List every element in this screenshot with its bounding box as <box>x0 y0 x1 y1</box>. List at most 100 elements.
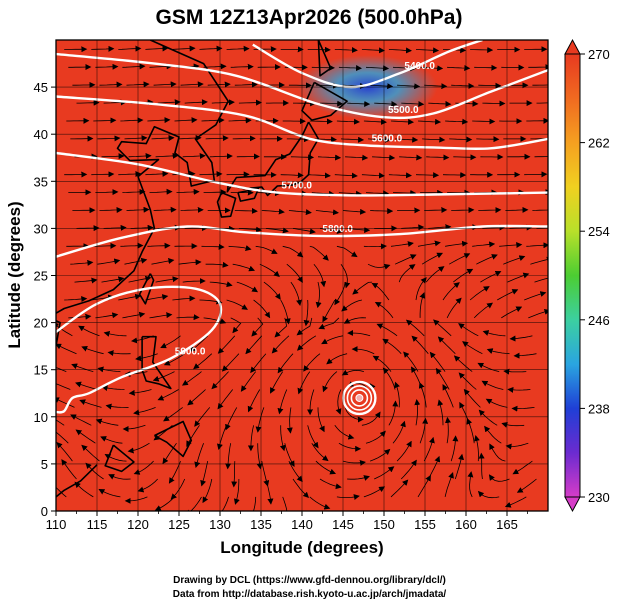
streamline <box>425 266 445 283</box>
streamline <box>472 118 496 125</box>
colorbar: 230 238 246 254 262 270 <box>564 38 610 513</box>
streamline <box>326 353 348 365</box>
streamline <box>365 65 390 72</box>
streamline <box>282 496 288 511</box>
streamline <box>511 405 535 412</box>
y-tick-label: 45 <box>34 80 48 95</box>
streamline <box>336 118 360 125</box>
streamline <box>417 118 442 125</box>
x-tick-label: 115 <box>87 517 108 532</box>
streamline <box>505 442 529 450</box>
streamline <box>423 436 435 462</box>
y-tick-label: 0 <box>41 504 48 519</box>
x-axis-label: Longitude (degrees) <box>220 538 383 557</box>
streamline <box>172 45 196 52</box>
streamline <box>341 299 362 312</box>
contour-label: 5700.0 <box>281 181 312 192</box>
colorbar-max-extension <box>564 38 581 55</box>
x-tick-label: 165 <box>496 517 518 532</box>
y-tick-label: 15 <box>34 363 48 378</box>
plot-area: 5400.0 5500.0 5600.0 5700.0 5800.0 5900.0 <box>56 40 548 511</box>
streamline <box>472 241 496 248</box>
streamline <box>250 353 267 374</box>
streamline <box>341 369 364 376</box>
streamline <box>507 386 531 393</box>
streamline <box>282 245 304 258</box>
streamline <box>307 46 331 53</box>
streamline <box>145 294 169 301</box>
streamline <box>437 336 456 354</box>
streamline <box>226 45 250 52</box>
streamline <box>352 281 373 295</box>
streamline <box>361 411 381 426</box>
streamline <box>256 443 263 470</box>
streamline <box>200 461 209 487</box>
streamline <box>211 99 235 106</box>
streamline <box>451 82 475 89</box>
streamline <box>205 135 229 142</box>
streamline <box>507 272 530 283</box>
streamline <box>336 494 360 500</box>
streamline <box>221 496 229 511</box>
streamline <box>163 407 183 422</box>
streamline <box>153 424 173 441</box>
streamline <box>240 371 257 392</box>
figure-title: GSM 12Z13Apr2026 (500.0hPa) <box>156 6 463 29</box>
streamline <box>445 240 469 247</box>
streamline <box>153 206 177 213</box>
colorbar-ticks: 230 238 246 254 262 270 <box>580 47 610 505</box>
streamline <box>151 258 175 265</box>
streamline <box>238 99 262 106</box>
streamline <box>199 171 223 178</box>
streamline <box>524 171 548 178</box>
streamline <box>70 259 94 266</box>
height-contour <box>56 285 223 414</box>
streamline <box>253 496 257 511</box>
streamline <box>334 282 346 306</box>
streamline <box>485 398 508 408</box>
streamline <box>124 257 148 265</box>
streamline <box>317 154 342 161</box>
streamline <box>284 443 295 467</box>
streamline <box>118 170 142 177</box>
streamline <box>445 118 469 125</box>
y-tick-label: 40 <box>34 127 48 142</box>
streamline <box>174 117 198 124</box>
streamline <box>189 335 208 352</box>
streamline <box>450 435 459 462</box>
streamline <box>463 388 481 408</box>
streamline <box>56 486 67 498</box>
streamline <box>209 281 233 288</box>
streamline <box>414 399 421 426</box>
streamline <box>442 282 460 301</box>
cyclone-vortex <box>342 380 377 416</box>
contour-label: 5800.0 <box>322 224 353 235</box>
streamline <box>428 100 452 107</box>
streamline <box>162 442 177 465</box>
streamline <box>340 136 365 143</box>
streamline <box>524 291 547 301</box>
vortex-ring <box>342 380 377 416</box>
streamline <box>176 188 200 195</box>
streamline <box>338 442 362 452</box>
streamline <box>319 100 344 107</box>
x-tick-label: 160 <box>455 517 477 532</box>
streamline <box>205 261 229 268</box>
streamline <box>120 117 144 124</box>
streamline <box>307 425 319 449</box>
streamline <box>209 153 233 160</box>
streamline <box>163 353 185 366</box>
streamline <box>178 259 202 266</box>
streamline <box>75 381 98 390</box>
streamline <box>226 299 248 310</box>
streamline <box>184 99 208 106</box>
streamline <box>390 479 409 498</box>
streamline <box>232 263 256 272</box>
streamline <box>467 471 474 498</box>
streamline <box>453 154 477 161</box>
streamline <box>104 454 127 462</box>
streamline <box>176 314 200 321</box>
streamline <box>157 99 181 106</box>
streamline <box>455 100 479 107</box>
vortex-ring <box>346 385 373 411</box>
